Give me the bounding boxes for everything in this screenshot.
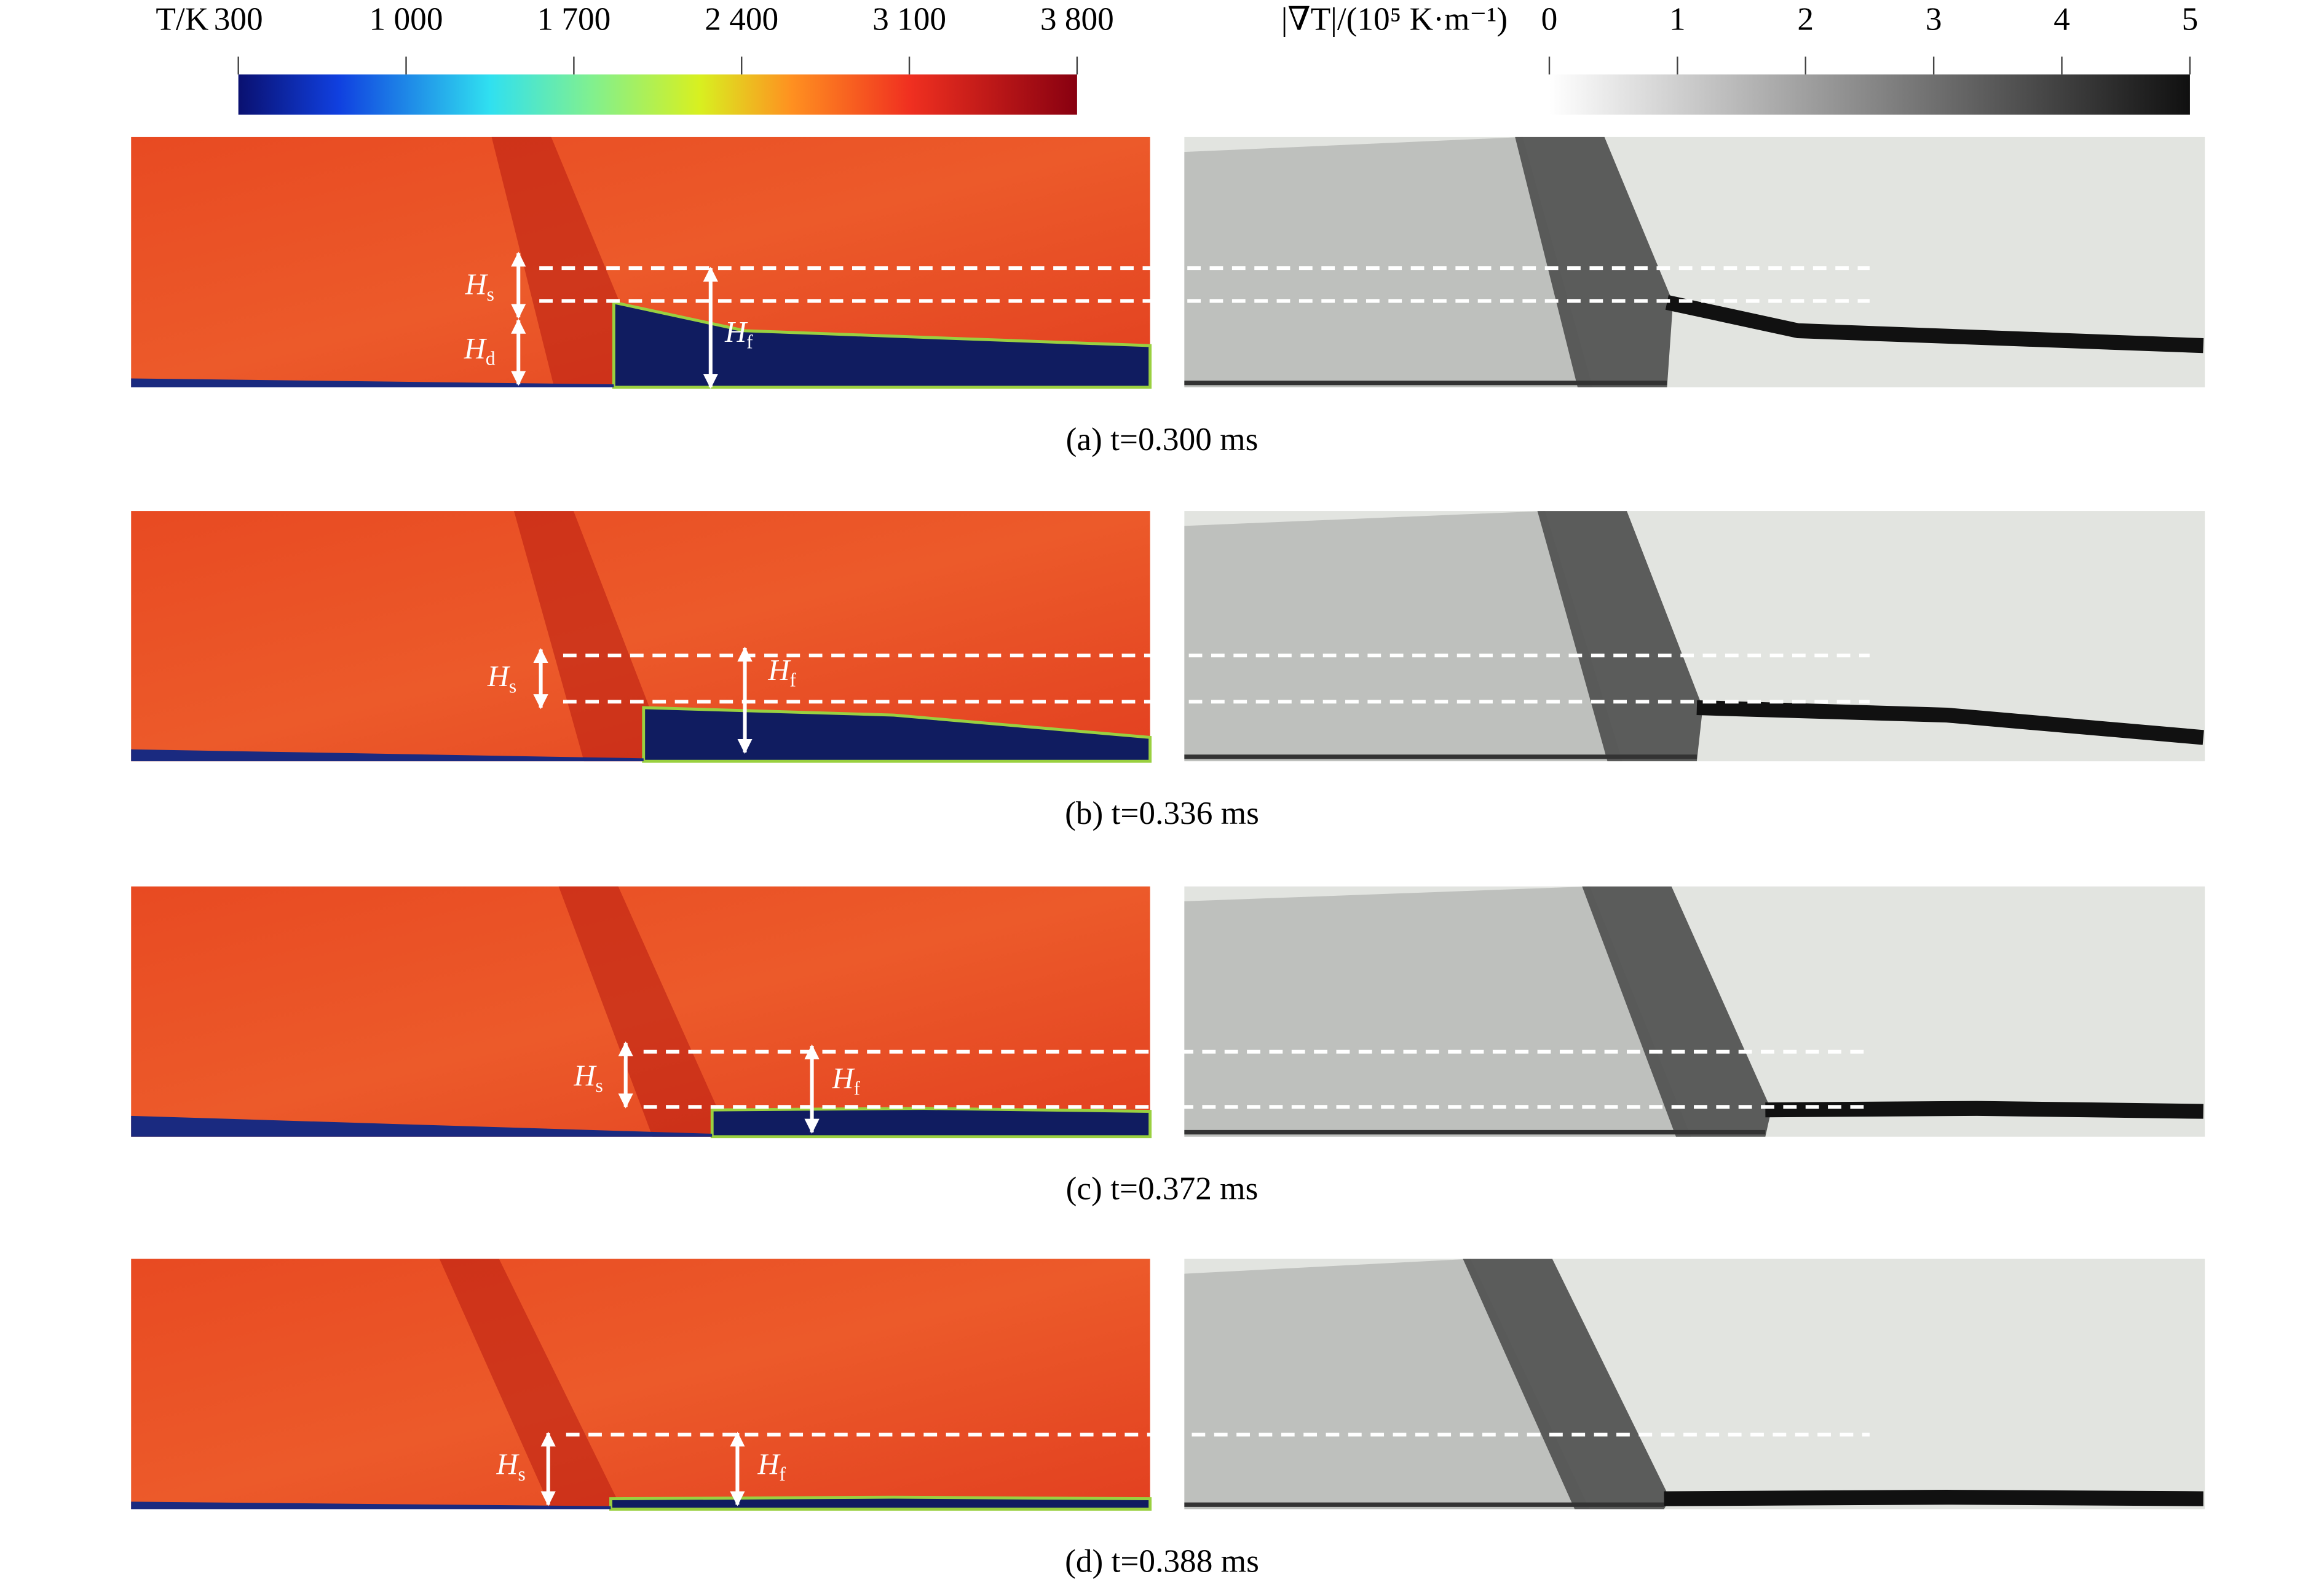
annotation-subscript: d: [486, 348, 496, 370]
bottom-layer: [131, 378, 614, 387]
flame-layer: [1696, 700, 2204, 745]
annotation: Hs: [573, 1059, 603, 1096]
panel-caption: (c) t=0.372 ms: [1066, 1171, 1259, 1207]
shock-front: [1537, 511, 1703, 762]
flame-layer: [1765, 1101, 2203, 1119]
annotation-symbol: H: [724, 316, 748, 349]
colorbar-label: T/K: [156, 1, 208, 38]
annotation-symbol: H: [496, 1449, 520, 1481]
shock-front: [1515, 136, 1674, 387]
colorbar-label: |∇T|/(10⁵ K·m⁻¹): [1281, 1, 1508, 38]
shock-front: [1463, 1259, 1670, 1509]
fresh-mixture: [612, 300, 1152, 389]
annotation: Hs: [487, 660, 516, 697]
shock-front: [513, 511, 650, 762]
tick-label: 2 400: [705, 1, 778, 38]
tick-label: 300: [214, 1, 263, 38]
annotation: Hd: [464, 333, 496, 370]
bottom-layer: [131, 749, 644, 762]
tick-label: 0: [1541, 1, 1558, 38]
fresh-mixture: [609, 1495, 1152, 1511]
annotation-subscript: f: [779, 1463, 786, 1485]
wave-region: [1184, 511, 1622, 762]
annotation-subscript: f: [789, 670, 796, 691]
annotation-symbol: H: [464, 333, 488, 365]
annotation: Hf: [724, 316, 753, 353]
annotation-symbol: H: [832, 1062, 856, 1095]
tick-label: 3 800: [1040, 1, 1114, 38]
shock-front: [558, 886, 718, 1137]
gradient-colorbar: [1549, 74, 2190, 115]
annotation-symbol: H: [465, 269, 489, 301]
annotation-subscript: s: [509, 676, 516, 697]
temperature-colorbar: [238, 74, 1077, 115]
annotation-subscript: s: [518, 1463, 525, 1485]
annotation-symbol: H: [573, 1059, 597, 1092]
annotation: Hs: [496, 1449, 525, 1485]
tick-label: 3: [1926, 1, 1942, 38]
annotation-subscript: f: [854, 1078, 861, 1099]
tick-label: 3 100: [872, 1, 946, 38]
annotation: Hf: [757, 1449, 786, 1485]
tick-label: 1 700: [537, 1, 611, 38]
shock-front: [491, 136, 620, 387]
shock-front: [439, 1259, 617, 1509]
annotation: Hs: [465, 269, 494, 306]
annotation-symbol: H: [487, 660, 511, 693]
fresh-mixture: [642, 706, 1152, 763]
shock-front: [1582, 886, 1772, 1137]
tick-label: 1: [1669, 1, 1686, 38]
flame-layer: [1665, 295, 2204, 354]
annotation-subscript: s: [595, 1075, 603, 1096]
wave-region: [1184, 1259, 1590, 1509]
tick-label: 4: [2053, 1, 2070, 38]
annotation: Hf: [832, 1062, 861, 1099]
annotation-symbol: H: [767, 654, 791, 687]
tick-label: 2: [1797, 1, 1814, 38]
temperature-field: [131, 1259, 1150, 1509]
panel: Hs Hf(d) t=0.388 ms: [131, 1259, 2205, 1579]
panel: Hs Hf(b) t=0.336 ms: [131, 511, 2205, 831]
bottom-layer: [131, 1501, 611, 1509]
annotation-subscript: f: [746, 331, 753, 353]
wave-region: [1184, 136, 1593, 387]
flame-layer: [1664, 1490, 2203, 1506]
bottom-layer: [131, 1115, 713, 1137]
panel-caption: (d) t=0.388 ms: [1065, 1543, 1259, 1579]
tick-label: 1 000: [370, 1, 443, 38]
fresh-mixture: [710, 1107, 1152, 1139]
annotation: Hf: [767, 654, 796, 691]
annotation-symbol: H: [757, 1449, 781, 1481]
panel-caption: (b) t=0.336 ms: [1065, 795, 1259, 831]
annotation-subscript: s: [487, 283, 494, 305]
wave-region: [1184, 886, 1691, 1137]
tick-label: 5: [2182, 1, 2199, 38]
panel-caption: (a) t=0.300 ms: [1066, 421, 1259, 457]
panel: Hs Hf(c) t=0.372 ms: [131, 886, 2205, 1207]
gradient-field: [1184, 1259, 2205, 1509]
